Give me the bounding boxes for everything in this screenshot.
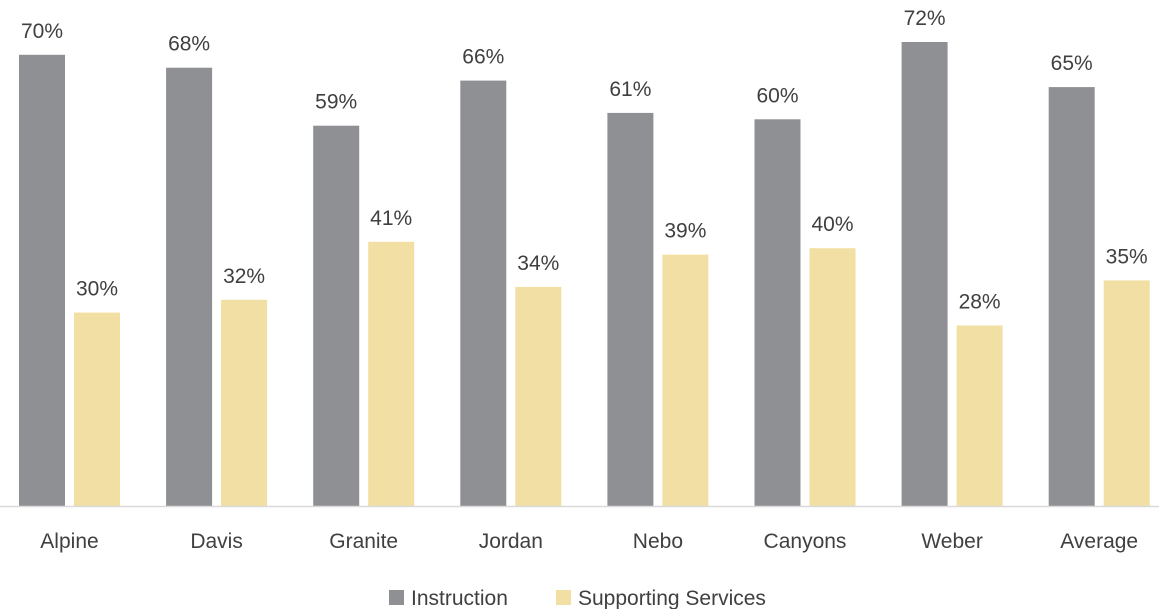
category-label-canyons: Canyons xyxy=(764,530,847,553)
data-label-instruction-granite: 59% xyxy=(315,91,357,114)
legend-label-supporting-services: Supporting Services xyxy=(578,587,766,609)
data-label-instruction-jordan: 66% xyxy=(462,46,504,69)
data-label-supporting-services-average: 35% xyxy=(1106,245,1148,268)
bar-instruction-canyons xyxy=(754,119,801,507)
category-label-davis: Davis xyxy=(190,530,243,553)
data-label-supporting-services-canyons: 40% xyxy=(811,213,853,236)
data-label-instruction-davis: 68% xyxy=(168,33,210,56)
bar-instruction-jordan xyxy=(460,80,507,506)
data-label-instruction-weber: 72% xyxy=(904,7,946,30)
category-label-nebo: Nebo xyxy=(633,530,683,553)
legend-swatch-instruction xyxy=(389,590,404,605)
bar-supporting-services-davis xyxy=(221,299,268,506)
data-label-instruction-nebo: 61% xyxy=(609,78,651,101)
bar-instruction-nebo xyxy=(607,112,654,507)
category-label-jordan: Jordan xyxy=(479,530,543,553)
category-label-weber: Weber xyxy=(921,530,982,553)
bar-instruction-alpine xyxy=(19,54,65,507)
category-labels: Alpine Davis Granite Jordan Nebo Canyons Weber… xyxy=(40,530,1138,553)
data-label-supporting-services-granite: 41% xyxy=(370,207,412,230)
bar-supporting-services-nebo xyxy=(662,254,709,506)
data-label-supporting-services-weber: 28% xyxy=(959,291,1001,314)
bar-instruction-granite xyxy=(313,125,360,506)
legend-swatch-supporting-services xyxy=(556,590,571,605)
category-label-alpine: Alpine xyxy=(40,530,98,553)
data-label-instruction-alpine: 70% xyxy=(21,20,63,43)
data-label-supporting-services-alpine: 30% xyxy=(76,278,118,301)
data-label-supporting-services-nebo: 39% xyxy=(664,220,706,243)
bar-instruction-weber xyxy=(901,42,948,506)
bar-supporting-services-average xyxy=(1103,280,1150,506)
bar-supporting-services-jordan xyxy=(515,286,562,506)
category-label-average: Average xyxy=(1060,530,1138,553)
data-label-supporting-services-davis: 32% xyxy=(223,265,265,288)
bar-instruction-average xyxy=(1048,87,1095,506)
data-label-supporting-services-jordan: 34% xyxy=(517,252,559,275)
category-label-granite: Granite xyxy=(329,530,398,553)
data-label-instruction-average: 65% xyxy=(1051,52,1093,75)
bar-supporting-services-canyons xyxy=(809,248,856,506)
bar-supporting-services-granite xyxy=(368,241,415,507)
bars-layer: 70% 30% 68% 32% 59% 41% 66% 34% 61% 39% 60% 40% 72% 2… xyxy=(19,7,1150,507)
bar-supporting-services-weber xyxy=(956,325,1003,506)
legend: Instruction Supporting Services xyxy=(389,587,766,609)
bar-supporting-services-alpine xyxy=(74,312,120,506)
data-label-instruction-canyons: 60% xyxy=(756,84,798,107)
legend-label-instruction: Instruction xyxy=(411,587,508,609)
bar-instruction-davis xyxy=(166,67,213,506)
